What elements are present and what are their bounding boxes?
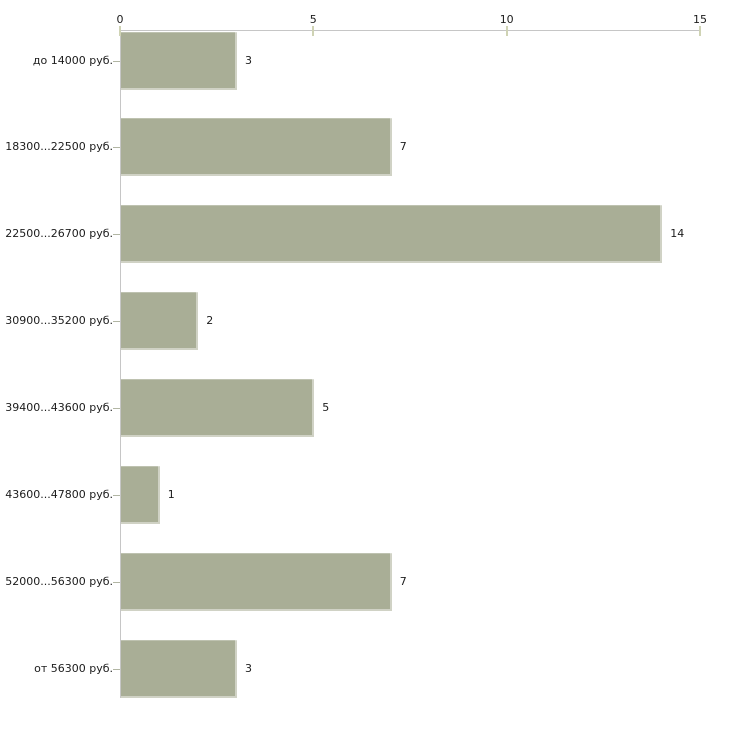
x-axis-tick-label: 10 — [499, 13, 514, 26]
y-axis-tick-mark — [113, 408, 120, 409]
x-axis-tick-mark — [119, 26, 121, 36]
y-axis-tick-mark — [113, 582, 120, 583]
y-axis-tick-mark — [113, 321, 120, 322]
category-label: 30900...35200 руб. — [5, 314, 113, 327]
category-label: 43600...47800 руб. — [5, 488, 113, 501]
bar-value-label: 14 — [670, 227, 685, 240]
y-axis-tick-mark — [113, 669, 120, 670]
category-label: до 14000 руб. — [32, 54, 113, 67]
x-axis-tick-mark — [505, 26, 508, 36]
bar — [121, 466, 160, 524]
category-label: 39400...43600 руб. — [5, 401, 113, 414]
y-axis-tick-mark — [113, 147, 120, 148]
category-label: 18300...22500 руб. — [5, 140, 113, 153]
y-axis-tick-mark — [113, 495, 120, 496]
bar-value-label: 7 — [399, 140, 407, 153]
bar — [121, 32, 237, 90]
x-axis-tick-mark — [312, 26, 315, 36]
bar-value-label: 3 — [245, 54, 252, 67]
bar — [121, 292, 199, 350]
category-label: 52000...56300 руб. — [5, 575, 113, 588]
bar-value-label: 5 — [322, 401, 330, 414]
bar-value-label: 7 — [399, 575, 407, 588]
bar-value-label: 1 — [167, 488, 175, 501]
x-axis-tick-label: 0 — [116, 13, 124, 26]
x-axis-tick-label: 5 — [309, 13, 317, 26]
bar — [121, 118, 392, 176]
bar-value-label: 3 — [245, 662, 252, 675]
bar — [121, 640, 237, 698]
y-axis-tick-mark — [113, 234, 120, 235]
category-label: от 56300 руб. — [34, 662, 113, 675]
x-axis-line — [120, 30, 701, 31]
bar — [121, 205, 663, 263]
x-axis-tick-mark — [699, 26, 701, 36]
y-axis-line — [120, 30, 121, 698]
x-axis-tick-label: 15 — [693, 13, 707, 26]
y-axis-tick-mark — [113, 61, 120, 62]
category-label: 22500...26700 руб. — [5, 227, 113, 240]
bar — [121, 379, 315, 437]
bar — [121, 553, 392, 611]
bar-value-label: 2 — [206, 314, 214, 327]
